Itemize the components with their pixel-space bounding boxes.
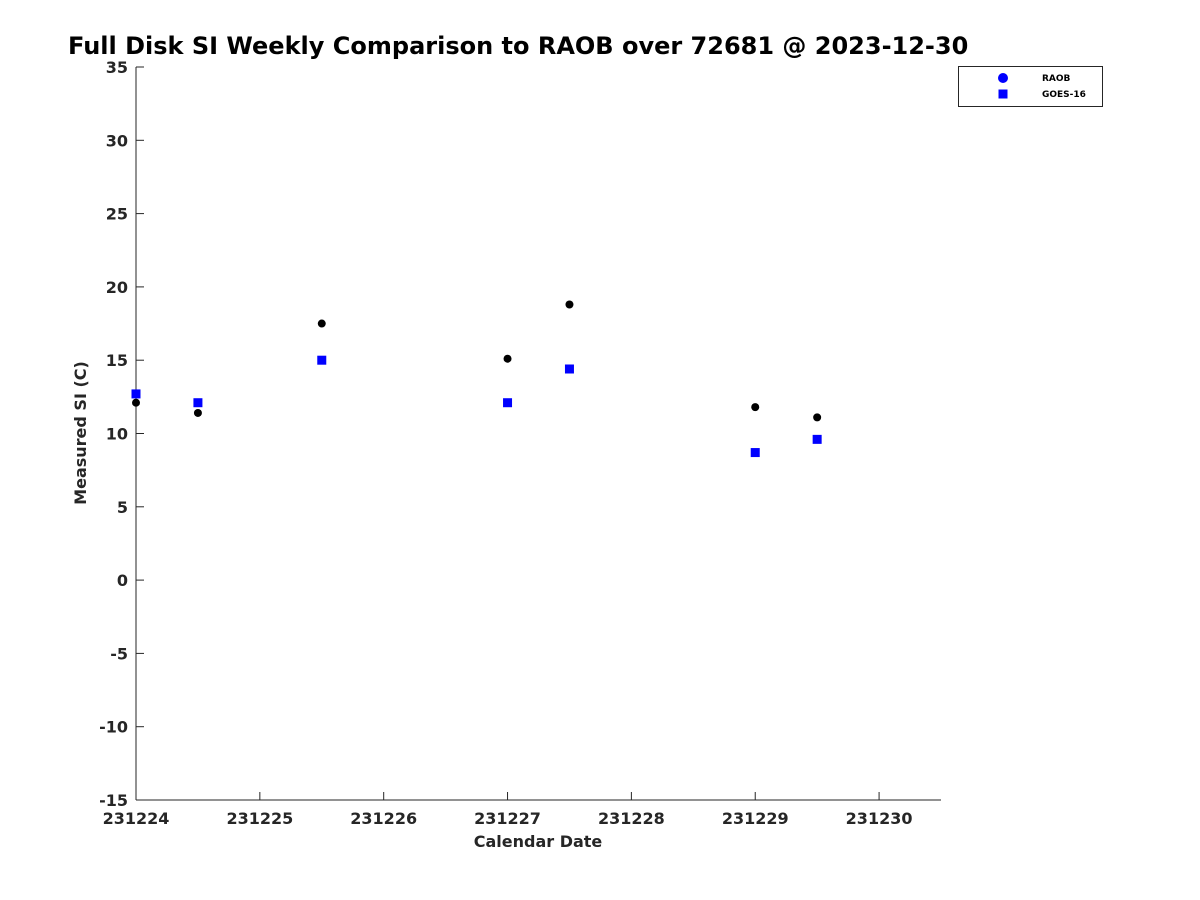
y-tick-label: -10 [99, 718, 128, 737]
goes16-point [317, 355, 327, 365]
legend-label: RAOB [1042, 74, 1071, 84]
x-tick-label: 231227 [474, 809, 541, 828]
raob-point [503, 354, 512, 363]
x-axis-title: Calendar Date [474, 832, 603, 851]
x-tick-label: 231226 [350, 809, 417, 828]
raob-point [193, 408, 202, 417]
raob-point [565, 300, 574, 309]
legend-square-marker [998, 89, 1008, 99]
data-marks [131, 300, 822, 458]
y-tick-label: 5 [117, 498, 128, 517]
x-tick-label: 231229 [722, 809, 789, 828]
y-tick-label: 10 [106, 425, 128, 444]
raob-point [813, 413, 822, 422]
legend-circle-marker [998, 73, 1008, 83]
series-raob [132, 300, 822, 422]
raob-point [132, 398, 140, 407]
legend-box [958, 66, 1103, 107]
y-tick-label: 20 [106, 278, 128, 297]
x-tick-label: 231224 [103, 809, 170, 828]
goes16-point [131, 389, 141, 399]
x-tick-label: 231230 [846, 809, 913, 828]
legend: RAOB GOES-16 [958, 66, 1103, 107]
y-tick-label: 35 [106, 58, 128, 77]
y-tick-label: 25 [106, 205, 128, 224]
y-tick-label: 30 [106, 131, 128, 150]
goes16-point [564, 364, 574, 374]
goes16-point [193, 398, 203, 408]
chart-title: Full Disk SI Weekly Comparison to RAOB o… [68, 32, 968, 60]
y-axis-title: Measured SI (C) [71, 361, 90, 505]
legend-item: RAOB [998, 73, 1071, 84]
legend-label: GOES-16 [1042, 90, 1086, 100]
axes: -15 -10 -5 0 5 10 15 20 25 30 35 231224 231225 231226… [99, 58, 941, 828]
y-tick-label: -15 [99, 791, 128, 810]
y-tick-label: -5 [110, 644, 128, 663]
goes16-point [750, 448, 760, 458]
raob-point [751, 403, 760, 412]
y-tick-label: 15 [106, 351, 128, 370]
series-goes-16 [131, 355, 822, 458]
goes16-point [812, 434, 822, 444]
raob-point [317, 319, 326, 328]
legend-item: GOES-16 [998, 89, 1086, 100]
y-tick-label: 0 [117, 571, 128, 590]
x-tick-label: 231225 [226, 809, 293, 828]
x-tick-label: 231228 [598, 809, 665, 828]
goes16-point [503, 398, 513, 408]
